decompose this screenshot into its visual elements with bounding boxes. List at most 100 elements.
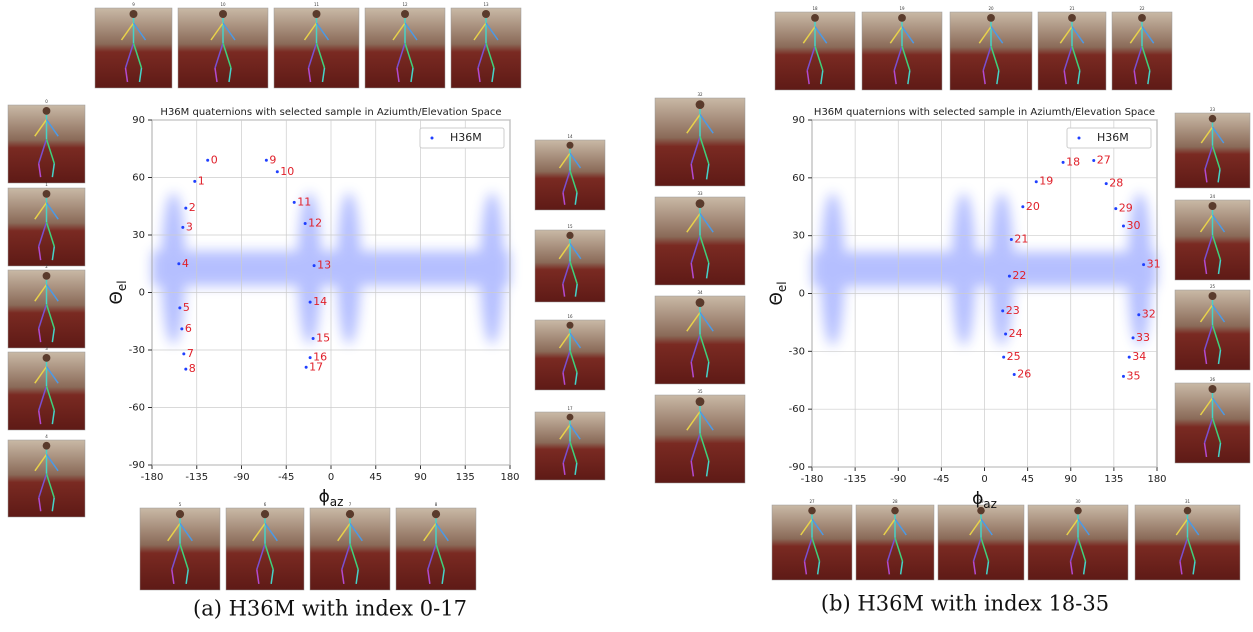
density-blob (1127, 192, 1152, 346)
head (1208, 114, 1217, 123)
point-label: 33 (1136, 331, 1150, 344)
point-label: 28 (1109, 177, 1123, 190)
head (987, 13, 995, 22)
skeleton (341, 543, 351, 570)
thumbnail-title: 13 (483, 2, 489, 7)
thumbnail: 35 (654, 389, 746, 484)
head (482, 10, 490, 18)
skeleton (45, 284, 59, 302)
point-label: 12 (308, 217, 322, 230)
skeleton (264, 522, 278, 542)
skeleton (705, 361, 710, 378)
skeleton (303, 22, 318, 41)
skeleton (690, 136, 701, 165)
skeleton (307, 42, 318, 69)
axis-symbol: ϕ (972, 489, 983, 509)
point-label: 27 (1097, 153, 1111, 166)
thumbnail-title: 16 (567, 314, 573, 319)
x-tick-label: 135 (1104, 474, 1123, 485)
skeleton (893, 45, 903, 71)
y-axis-label: Θel (767, 281, 789, 305)
skeleton (569, 350, 578, 373)
head (1208, 385, 1217, 393)
y-tick-label: 60 (132, 173, 145, 184)
thumbnail-title: 23 (1210, 107, 1216, 112)
skeleton (814, 26, 828, 44)
skeleton (45, 454, 59, 472)
skeleton (315, 22, 330, 41)
thumbnail-title: 6 (264, 502, 267, 507)
skeleton (690, 334, 701, 363)
skeleton (34, 119, 48, 137)
thumbnail-title: 0 (45, 99, 48, 104)
skeleton (171, 569, 175, 584)
skeleton (1203, 349, 1208, 365)
skeleton (179, 543, 189, 570)
skeleton (1217, 169, 1221, 183)
thumbnail-title: 3 (45, 346, 48, 351)
skeleton (686, 114, 701, 134)
thumbnail-title: 28 (892, 499, 898, 504)
skeleton (699, 114, 714, 134)
thumbnail: 23 (1174, 107, 1251, 189)
axis-subscript: az (330, 495, 344, 509)
skeleton (996, 70, 1000, 85)
y-axis-label-group: Θel (107, 280, 129, 304)
thumbnail: 12 (364, 2, 446, 89)
skeleton (315, 42, 326, 69)
thumbnail: 2 (7, 264, 86, 349)
skeleton (34, 284, 48, 302)
skeleton (978, 26, 992, 44)
head (695, 199, 705, 209)
thumbnail-title: 21 (1069, 6, 1075, 11)
skeleton (562, 372, 566, 385)
data-point (264, 158, 268, 162)
skeleton (1133, 70, 1137, 85)
legend-marker (1077, 136, 1081, 140)
head (808, 506, 816, 515)
head (977, 506, 985, 515)
point-label: 22 (1012, 269, 1026, 282)
head (566, 141, 574, 149)
thumbnail: 4 (7, 434, 86, 518)
skeleton (34, 454, 48, 472)
skeleton (1211, 397, 1226, 416)
skeleton (1211, 417, 1222, 444)
skeleton (45, 473, 55, 498)
skeleton (803, 561, 808, 575)
skeleton (37, 328, 42, 343)
skeleton (562, 441, 571, 464)
skeleton (435, 543, 445, 570)
data-point (182, 352, 186, 356)
skeleton (1203, 324, 1214, 351)
head (1208, 202, 1217, 210)
skeleton (435, 522, 449, 542)
thumbnail-title: 2 (45, 264, 48, 269)
thumbnail: 30 (1027, 499, 1129, 581)
data-point (311, 337, 315, 340)
thumbnail: 18 (774, 6, 856, 91)
x-axis-label: ϕaz (319, 487, 344, 509)
point-label: 23 (1006, 304, 1020, 317)
thumbnail-title: 9 (132, 2, 135, 7)
point-label: 17 (309, 360, 323, 373)
skeleton (349, 522, 363, 542)
skeleton (51, 410, 56, 425)
point-label: 29 (1119, 202, 1133, 215)
skeleton (806, 70, 810, 85)
skeleton (569, 243, 582, 260)
data-point (206, 158, 210, 162)
data-point (1104, 182, 1108, 186)
head (42, 189, 51, 198)
skeleton (690, 163, 695, 180)
skeleton (883, 518, 896, 536)
legend-box (1066, 127, 1152, 149)
skeleton (569, 424, 581, 440)
skeleton (1203, 442, 1208, 458)
thumbnail: 28 (855, 499, 935, 581)
skeleton (972, 561, 977, 575)
data-point (303, 222, 307, 225)
skeleton (969, 518, 982, 536)
skeleton (574, 462, 578, 476)
density-blob (989, 192, 1014, 346)
